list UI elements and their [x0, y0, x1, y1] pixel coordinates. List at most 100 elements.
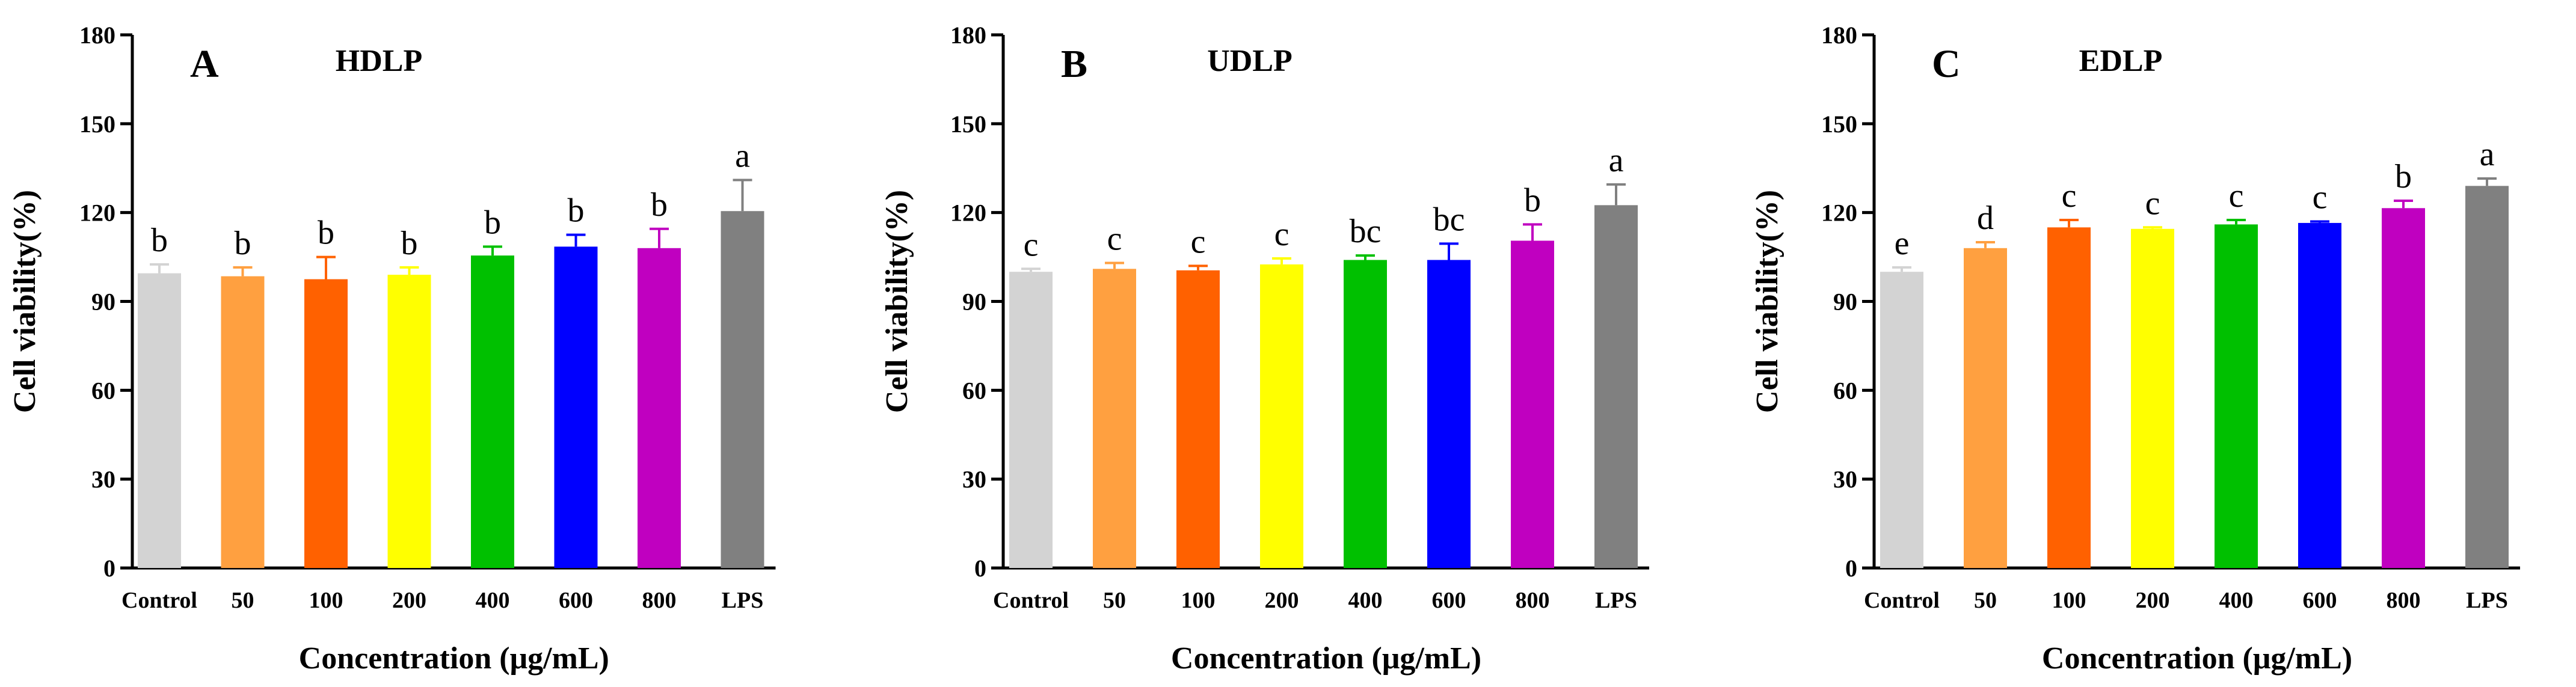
significance-label: c [2229, 177, 2244, 215]
bar-600 [554, 246, 598, 568]
x-tick-label: 600 [1432, 588, 1466, 613]
x-tick-label: 800 [642, 588, 677, 613]
y-tick-label: 180 [950, 22, 986, 49]
significance-label: b [151, 222, 168, 259]
bar-200 [1260, 264, 1303, 568]
y-axis-title: Cell viability(%) [1750, 190, 1784, 413]
x-tick-label: 50 [1103, 588, 1126, 613]
y-tick-label: 120 [950, 200, 986, 227]
y-tick-label: 30 [91, 466, 115, 493]
y-tick-label: 150 [950, 111, 986, 138]
panel-letter: B [1061, 42, 1087, 86]
significance-label: b [651, 186, 668, 224]
x-tick-label: LPS [722, 588, 764, 613]
significance-label: b [401, 225, 418, 262]
chart-panel-c: 0 30 60 90 120 150 180 e Control d 50 c 100 c 200 c 400 c… [1750, 22, 2520, 676]
y-tick-label: 0 [974, 555, 986, 582]
x-tick-label: LPS [1595, 588, 1637, 613]
x-tick-label: 600 [2303, 588, 2337, 613]
x-tick-label: 100 [2052, 588, 2086, 613]
bar-600 [1427, 260, 1471, 568]
x-axis-title: Concentration (μg/mL) [299, 641, 609, 676]
y-tick-label: 120 [79, 200, 115, 227]
significance-label: bc [1350, 213, 1382, 250]
y-tick-label: 180 [1821, 22, 1857, 49]
x-tick-label: 200 [1265, 588, 1299, 613]
x-tick-label: 100 [1181, 588, 1216, 613]
significance-label: b [1524, 182, 1541, 219]
significance-label: c [1024, 226, 1039, 263]
x-tick-label: 50 [1974, 588, 1997, 613]
x-tick-label: Control [121, 588, 197, 613]
y-tick-label: 0 [1845, 555, 1857, 582]
bar-50 [1964, 248, 2007, 568]
bar-400 [1344, 260, 1387, 568]
x-tick-label: 800 [2387, 588, 2421, 613]
bar-800 [638, 248, 681, 568]
y-tick-label: 60 [91, 377, 115, 404]
x-tick-label: 50 [232, 588, 254, 613]
panel-title: HDLP [336, 44, 422, 78]
significance-label: c [1191, 223, 1206, 260]
bar-control [1880, 272, 1923, 568]
y-tick-label: 90 [91, 289, 115, 316]
panel-title: EDLP [2079, 44, 2163, 78]
y-tick-label: 60 [962, 377, 986, 404]
y-tick-label: 30 [962, 466, 986, 493]
bar-lps [2465, 186, 2509, 569]
y-tick-label: 0 [103, 555, 115, 582]
bar-50 [1093, 269, 1136, 568]
bar-400 [2215, 224, 2258, 568]
x-tick-label: 400 [476, 588, 510, 613]
significance-label: b [484, 204, 501, 241]
significance-label: c [2313, 179, 2328, 216]
x-tick-label: 200 [2136, 588, 2170, 613]
y-tick-label: 150 [1821, 111, 1857, 138]
significance-label: d [1977, 200, 1994, 237]
x-tick-label: 200 [392, 588, 426, 613]
bar-800 [2382, 208, 2425, 568]
bar-400 [471, 255, 514, 568]
panel-letter: A [190, 42, 219, 86]
x-tick-label: Control [1864, 588, 1940, 613]
y-axis-title: Cell viability(%) [880, 190, 914, 413]
x-axis-title: Concentration (μg/mL) [2042, 641, 2352, 676]
x-tick-label: Control [993, 588, 1069, 613]
panel-title: UDLP [1207, 44, 1293, 78]
significance-label: c [1274, 216, 1290, 253]
significance-label: a [1609, 142, 1624, 179]
significance-label: b [235, 225, 251, 262]
x-tick-label: LPS [2466, 588, 2508, 613]
y-tick-label: 60 [1833, 377, 1857, 404]
bar-600 [2298, 222, 2341, 568]
x-tick-label: 100 [309, 588, 343, 613]
bar-50 [221, 276, 265, 568]
chart-panel-b: 0 30 60 90 120 150 180 c Control c 50 c 100 c 200 bc 400… [880, 22, 1649, 676]
x-tick-label: 400 [2219, 588, 2254, 613]
significance-label: b [568, 192, 585, 230]
y-tick-label: 120 [1821, 200, 1857, 227]
significance-label: e [1895, 225, 1910, 262]
bar-control [138, 273, 181, 568]
panel-letter: C [1932, 42, 1961, 86]
bar-800 [1511, 240, 1554, 568]
significance-label: a [735, 137, 750, 174]
chart-panel-a: 0 30 60 90 120 150 180 b Control b 50 b 100 b 200 b 400 b… [8, 22, 776, 676]
bar-lps [721, 211, 764, 569]
significance-label: bc [1433, 201, 1465, 238]
significance-label: c [2062, 177, 2077, 215]
y-tick-label: 30 [1833, 466, 1857, 493]
x-tick-label: 800 [1516, 588, 1550, 613]
bar-200 [387, 275, 431, 568]
bar-100 [304, 279, 348, 568]
y-tick-label: 90 [1833, 289, 1857, 316]
y-tick-label: 90 [962, 289, 986, 316]
bar-control [1009, 272, 1053, 568]
significance-label: c [1107, 220, 1122, 257]
x-axis-title: Concentration (μg/mL) [1171, 641, 1481, 676]
bar-100 [1176, 270, 1220, 568]
x-tick-label: 400 [1348, 588, 1383, 613]
x-tick-label: 600 [559, 588, 593, 613]
bar-100 [2047, 227, 2091, 568]
